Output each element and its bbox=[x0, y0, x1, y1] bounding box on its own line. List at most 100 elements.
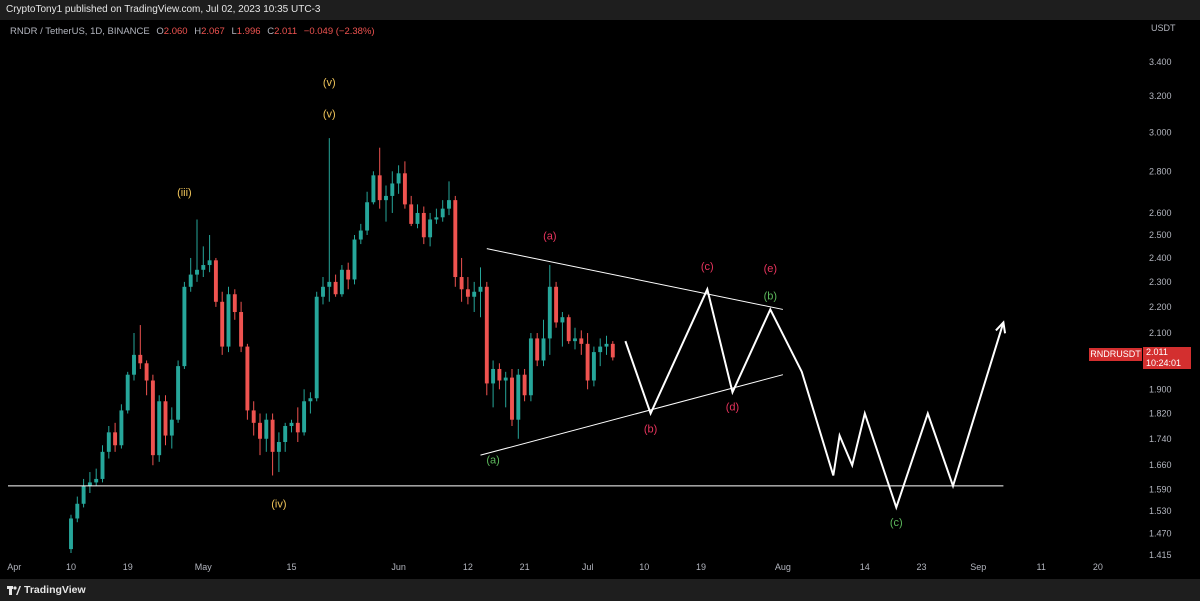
price-tag-price: 2.011 bbox=[1146, 347, 1168, 357]
candle-body bbox=[591, 352, 596, 381]
candle bbox=[484, 281, 489, 396]
candle-body bbox=[598, 346, 603, 353]
candle bbox=[447, 181, 451, 216]
candle-body bbox=[251, 410, 256, 423]
candle bbox=[428, 212, 433, 247]
y-axis[interactable]: 3.400 3.200 3.000 2.800 2.600 2.500 2.400 2.300… bbox=[1149, 57, 1172, 560]
candle bbox=[138, 325, 143, 369]
candle bbox=[132, 333, 136, 381]
candle-body bbox=[459, 277, 464, 290]
candle bbox=[497, 363, 502, 390]
candle bbox=[213, 257, 218, 307]
y-tick-label: 2.400 bbox=[1149, 253, 1172, 263]
projection-arrow-head bbox=[995, 320, 1007, 334]
candle-body bbox=[270, 419, 275, 452]
candle bbox=[591, 346, 596, 387]
candle bbox=[459, 257, 464, 302]
candle bbox=[176, 360, 181, 423]
x-tick-label: 14 bbox=[860, 562, 870, 572]
candle bbox=[402, 161, 407, 209]
candle-body bbox=[573, 338, 577, 342]
candle bbox=[195, 219, 199, 282]
candle-body bbox=[327, 281, 332, 287]
candle-body bbox=[176, 366, 181, 420]
published-info: CryptoTony1 published on TradingView.com… bbox=[6, 4, 321, 15]
y-tick-label: 2.800 bbox=[1149, 166, 1172, 176]
y-tick-label: 3.000 bbox=[1149, 128, 1172, 138]
y-tick-label: 1.900 bbox=[1149, 384, 1172, 394]
x-tick-label: 19 bbox=[123, 562, 133, 572]
open-value: 2.060 bbox=[163, 26, 188, 37]
candle-body bbox=[195, 269, 199, 275]
symbol-label[interactable]: RNDR / TetherUS, 1D, BINANCE bbox=[10, 26, 150, 37]
x-tick-label: 19 bbox=[696, 562, 706, 572]
candle bbox=[604, 335, 609, 355]
x-axis[interactable]: Apr 10 19 May 15 Jun 12 21 Jul 10 19 Aug 14 23 Sep 11 20 bbox=[7, 562, 1103, 572]
low-value: 1.996 bbox=[236, 26, 261, 37]
candle-body bbox=[465, 289, 470, 297]
candle bbox=[333, 274, 338, 297]
wave-label: (iii) bbox=[177, 187, 192, 199]
candle bbox=[610, 341, 615, 361]
candle bbox=[69, 514, 73, 554]
candle bbox=[188, 257, 193, 292]
candle bbox=[516, 368, 521, 439]
candle-body bbox=[207, 260, 212, 266]
candle bbox=[573, 327, 577, 350]
candle bbox=[434, 208, 439, 224]
wave-label: (c) bbox=[701, 261, 714, 273]
x-tick-label: 21 bbox=[520, 562, 530, 572]
price-tag-value: 2.011 10:24:01 bbox=[1143, 347, 1191, 369]
x-tick-label: 20 bbox=[1093, 562, 1103, 572]
candle bbox=[264, 413, 269, 452]
candle bbox=[226, 286, 231, 353]
candle bbox=[346, 262, 351, 290]
y-axis-unit: USDT bbox=[1151, 23, 1176, 33]
candle bbox=[113, 422, 118, 452]
price-tag-symbol: RNDRUSDT bbox=[1089, 348, 1142, 361]
candle bbox=[390, 171, 395, 213]
candle bbox=[598, 338, 603, 367]
x-tick-label: Jul bbox=[582, 562, 594, 572]
candle bbox=[106, 425, 111, 459]
candle bbox=[314, 291, 319, 402]
candle-body bbox=[239, 312, 244, 347]
candle-body bbox=[352, 239, 357, 280]
candle-body bbox=[169, 419, 174, 436]
x-tick-label: 23 bbox=[916, 562, 926, 572]
wave-label: (e) bbox=[764, 263, 777, 275]
candle-body bbox=[478, 286, 483, 292]
candle-body bbox=[314, 296, 319, 399]
candle bbox=[528, 333, 533, 402]
candle-body bbox=[188, 274, 193, 287]
y-tick-label: 2.300 bbox=[1149, 277, 1172, 287]
candle-body bbox=[75, 503, 80, 519]
candle-body bbox=[132, 354, 136, 375]
candle-body bbox=[440, 208, 445, 218]
candle bbox=[100, 445, 105, 483]
candle-body bbox=[283, 425, 288, 443]
candle-body bbox=[415, 212, 420, 224]
candle bbox=[339, 265, 344, 297]
candle-body bbox=[264, 419, 269, 439]
candle bbox=[560, 312, 565, 347]
candle-body bbox=[94, 478, 99, 483]
candle-body bbox=[579, 338, 584, 344]
wave-label: (b) bbox=[644, 423, 657, 435]
change-value: −0.049 (−2.38%) bbox=[303, 26, 375, 37]
candle bbox=[289, 419, 294, 433]
candle-body bbox=[201, 265, 206, 270]
candle bbox=[276, 432, 281, 473]
candle-body bbox=[428, 219, 433, 238]
candle-body bbox=[258, 422, 262, 439]
candle bbox=[510, 368, 514, 426]
candle-body bbox=[100, 451, 105, 479]
candle-body bbox=[547, 286, 552, 339]
wave-label: (b) bbox=[764, 290, 777, 302]
candle-body bbox=[289, 422, 294, 426]
triangle-upper-line bbox=[486, 248, 784, 310]
candle bbox=[579, 330, 584, 355]
candle bbox=[377, 147, 382, 209]
candle-body bbox=[138, 354, 143, 364]
